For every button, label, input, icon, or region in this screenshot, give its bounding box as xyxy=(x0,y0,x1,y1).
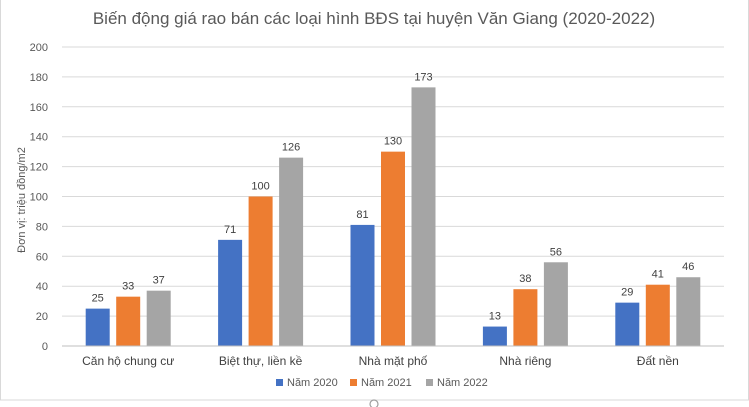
x-tick-label: Biệt thự, liền kề xyxy=(219,354,303,368)
bar[interactable] xyxy=(615,302,640,346)
data-labels: 25 33 37 71 100 126 81 130 173 13 38 56 29 41 46 xyxy=(92,71,695,322)
data-label: 41 xyxy=(652,269,664,281)
bar[interactable] xyxy=(381,151,405,346)
legend-label: Năm 2021 xyxy=(361,377,412,389)
data-label: 81 xyxy=(356,209,368,221)
data-label: 126 xyxy=(282,142,300,154)
bar[interactable] xyxy=(645,284,670,346)
bar[interactable] xyxy=(218,239,243,346)
y-tick-label: 100 xyxy=(30,192,48,204)
y-tick-label: 160 xyxy=(30,102,48,114)
legend-label: Năm 2022 xyxy=(437,377,488,389)
data-label: 56 xyxy=(550,246,562,258)
data-label: 38 xyxy=(519,273,531,285)
bar[interactable] xyxy=(543,262,568,346)
bar[interactable] xyxy=(85,308,110,346)
x-tick-label: Nhà riêng xyxy=(499,354,551,368)
data-label: 37 xyxy=(153,275,165,287)
y-tick-label: 80 xyxy=(36,221,48,233)
x-axis: Căn hộ chung cư Biệt thự, liền kề Nhà mặt … xyxy=(62,345,724,368)
x-tick-label: Đất nền xyxy=(637,354,679,368)
data-label: 25 xyxy=(92,293,104,305)
x-tick-label: Nhà mặt phố xyxy=(359,354,428,368)
data-label: 46 xyxy=(682,261,694,273)
y-axis-label: Đơn vị: triệu đồng/m2 xyxy=(16,147,28,253)
bar[interactable] xyxy=(513,289,538,346)
data-label: 130 xyxy=(384,136,402,148)
y-tick-label: 40 xyxy=(36,281,48,293)
bar[interactable] xyxy=(411,87,436,347)
legend-label: Năm 2020 xyxy=(287,377,338,389)
bar[interactable] xyxy=(279,157,304,346)
legend[interactable]: Năm 2020 Năm 2021 Năm 2022 xyxy=(276,377,488,389)
data-label: 71 xyxy=(224,224,236,236)
data-label: 33 xyxy=(122,281,134,293)
chart-title: Biến động giá rao bán các loại hình BĐS … xyxy=(93,9,655,28)
bar[interactable] xyxy=(676,277,701,346)
legend-swatch xyxy=(276,379,283,386)
bar[interactable] xyxy=(116,296,141,346)
legend-swatch xyxy=(350,379,357,386)
y-tick-label: 200 xyxy=(30,42,48,54)
x-tick-label: Căn hộ chung cư xyxy=(82,354,174,368)
data-label: 100 xyxy=(251,181,269,193)
y-tick-label: 180 xyxy=(30,72,48,84)
resize-handle[interactable] xyxy=(369,399,379,407)
y-tick-label: 120 xyxy=(30,162,48,174)
bar[interactable] xyxy=(248,196,273,347)
bar[interactable] xyxy=(350,224,375,346)
bars xyxy=(85,87,701,347)
y-tick-label: 60 xyxy=(36,251,48,263)
bar[interactable] xyxy=(146,290,171,346)
data-label: 173 xyxy=(414,71,432,83)
data-label: 29 xyxy=(621,287,633,299)
legend-swatch xyxy=(426,379,433,386)
y-tick-label: 20 xyxy=(36,311,48,323)
y-tick-label: 140 xyxy=(30,132,48,144)
y-tick-label: 0 xyxy=(42,341,48,353)
bar[interactable] xyxy=(482,326,507,346)
data-label: 13 xyxy=(489,311,501,323)
